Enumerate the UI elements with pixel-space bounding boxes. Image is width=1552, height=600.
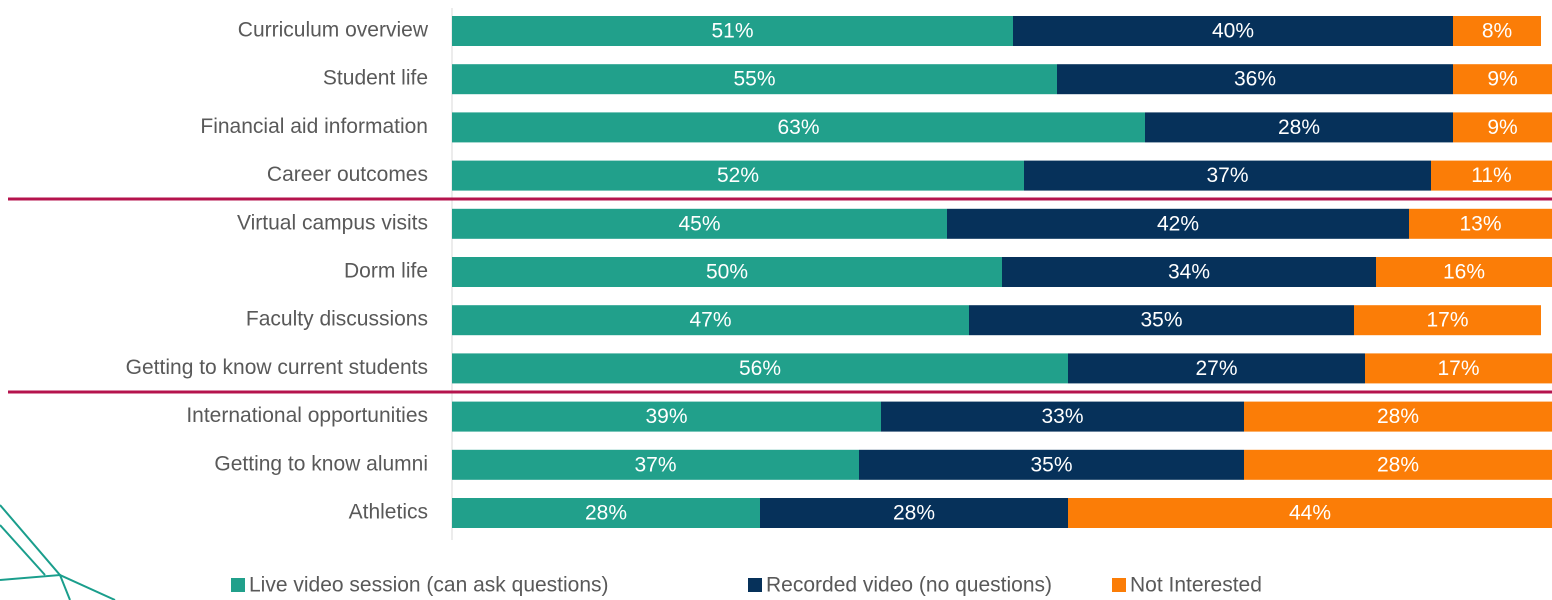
bar-segment — [1002, 257, 1376, 287]
legend-swatch — [231, 578, 245, 592]
value-label: 13% — [1459, 212, 1501, 235]
bar-segment — [760, 498, 1068, 528]
value-label: 55% — [733, 68, 775, 91]
bar-segment — [1057, 64, 1453, 95]
bar-segment — [452, 498, 760, 528]
bar-segment — [1431, 160, 1552, 191]
bar-segment — [1145, 112, 1453, 143]
value-label: 28% — [893, 502, 935, 525]
value-label: 11% — [1471, 164, 1511, 187]
category-label: International opportunities — [186, 404, 428, 427]
value-label: 35% — [1140, 309, 1182, 332]
legend-label: Not Interested — [1130, 574, 1262, 597]
value-label: 37% — [1206, 164, 1248, 187]
bar-segment — [1365, 353, 1552, 384]
category-label: Virtual campus visits — [237, 211, 428, 234]
bar-segment — [452, 257, 1002, 287]
value-label: 42% — [1157, 212, 1199, 235]
bar-segment — [1409, 208, 1552, 239]
value-label: 17% — [1437, 357, 1479, 380]
value-label: 28% — [1377, 405, 1419, 428]
bar-segment — [452, 64, 1057, 95]
bar-segment — [452, 449, 859, 480]
value-label: 52% — [717, 164, 759, 187]
category-label: Financial aid information — [200, 115, 428, 138]
value-label: 28% — [1278, 116, 1320, 139]
value-label: 33% — [1041, 405, 1083, 428]
value-label: 63% — [777, 116, 819, 139]
bar-segment — [452, 401, 881, 432]
bar-segment — [1244, 449, 1552, 480]
value-label: 17% — [1426, 309, 1468, 332]
bar-segment — [1244, 401, 1552, 432]
bar-segment — [452, 208, 947, 239]
value-label: 8% — [1482, 20, 1512, 43]
category-label: Curriculum overview — [238, 19, 429, 42]
value-label: 39% — [645, 405, 687, 428]
value-label: 9% — [1487, 68, 1517, 91]
bar-segment — [452, 305, 969, 336]
legend-label: Live video session (can ask questions) — [249, 574, 609, 597]
category-label: Getting to know current students — [126, 356, 428, 379]
bar-segment — [1453, 112, 1552, 143]
bar-segment — [1453, 64, 1552, 95]
bar-segment — [452, 160, 1024, 191]
bar-segment — [947, 208, 1409, 239]
value-label: 47% — [689, 309, 731, 332]
value-label: 51% — [711, 20, 753, 43]
value-label: 56% — [739, 357, 781, 380]
bar-segment — [452, 112, 1145, 143]
category-label: Athletics — [349, 501, 428, 524]
bar-segment — [1068, 498, 1552, 528]
bar-segment — [1354, 305, 1541, 336]
bar-segment — [859, 449, 1244, 480]
value-label: 44% — [1289, 502, 1331, 525]
bar-segment — [881, 401, 1244, 432]
bar-segment — [1068, 353, 1365, 384]
bar-segment — [452, 353, 1068, 384]
value-label: 28% — [1377, 453, 1419, 476]
legend-label: Recorded video (no questions) — [766, 574, 1052, 597]
value-label: 40% — [1212, 20, 1254, 43]
bar-segment — [969, 305, 1354, 336]
legend-swatch — [1112, 578, 1126, 592]
bar-segment — [1024, 160, 1431, 191]
category-label: Dorm life — [344, 260, 428, 283]
bar-segment — [1376, 257, 1552, 287]
value-label: 16% — [1443, 261, 1485, 284]
decoration — [0, 504, 116, 600]
value-label: 50% — [706, 261, 748, 284]
category-label: Getting to know alumni — [214, 452, 428, 475]
category-label: Faculty discussions — [246, 308, 428, 331]
value-label: 35% — [1030, 453, 1072, 476]
bar-segment — [1453, 16, 1541, 46]
bar-segment — [1013, 16, 1453, 46]
value-label: 37% — [634, 453, 676, 476]
value-label: 27% — [1195, 357, 1237, 380]
legend-swatch — [748, 578, 762, 592]
value-label: 34% — [1168, 261, 1210, 284]
value-label: 45% — [678, 212, 720, 235]
value-label: 28% — [585, 502, 627, 525]
category-label: Student life — [323, 67, 428, 90]
category-label: Career outcomes — [267, 163, 428, 186]
value-label: 36% — [1234, 68, 1276, 91]
value-label: 9% — [1487, 116, 1517, 139]
bar-segment — [452, 16, 1013, 46]
